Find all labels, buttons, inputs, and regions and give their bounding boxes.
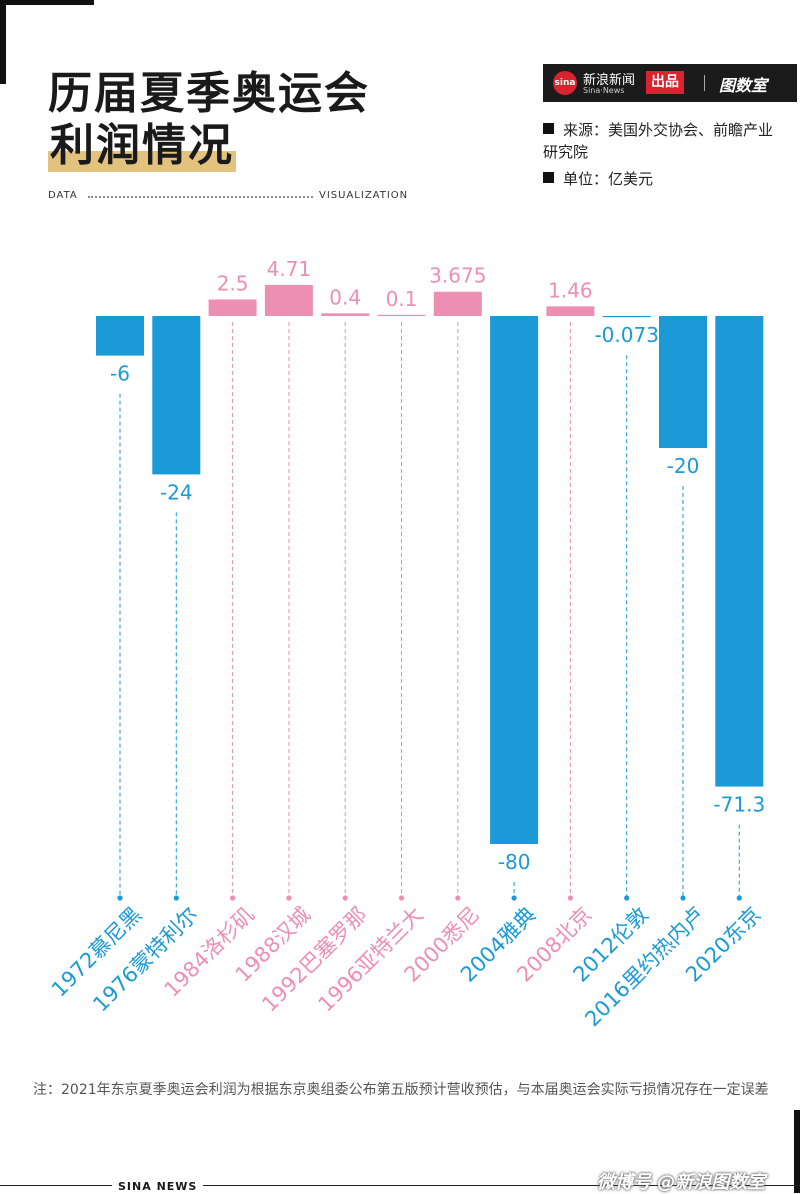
watermark: 微博号 @新浪图数室 [597,1172,766,1193]
leader-dot [455,895,461,901]
page-title-line1: 历届夏季奥运会 [48,68,370,119]
bar [546,306,595,316]
bar [490,316,539,844]
value-label: -80 [498,850,531,874]
corner-mark [0,0,6,84]
square-bullet-icon [543,172,554,183]
leader-dot [230,895,236,901]
leader-dot [624,895,630,901]
leader-dot [342,895,348,901]
source-text: 来源：美国外交协会、前瞻产业研究院 [543,121,774,161]
bar [96,316,144,356]
leader-dot [736,895,742,901]
source-note: 来源：美国外交协会、前瞻产业研究院 [543,119,773,163]
bar [377,314,426,316]
square-bullet-icon [543,123,554,134]
visualization-label: VISUALIZATION [319,190,409,201]
bar [602,316,651,318]
leader-dot [511,895,517,901]
unit-text: 单位：亿美元 [563,170,654,188]
bar [152,316,201,475]
dotted-divider [88,196,313,198]
leader-dot [173,895,179,901]
brand-name: 新浪新闻 [583,73,636,88]
value-label: 2.5 [217,272,249,296]
corner-mark [0,0,94,5]
brand-subtitle: Sina·News [583,86,625,95]
page-title-line2: 利润情况 [48,120,236,172]
leader-dot [398,895,405,901]
sina-logo-icon: sina [553,71,577,95]
unit-note: 单位：亿美元 [543,168,653,190]
value-label: -6 [110,362,130,386]
bar [321,313,370,316]
footer-brand: SINA NEWS [112,1180,204,1193]
profit-bar-chart: -61972慕尼黑-241976蒙特利尔2.51984洛杉矶4.711988汉城… [47,257,766,1031]
bar [264,284,313,316]
leader-dot [117,895,123,901]
bar [208,299,257,316]
value-label: 4.71 [267,257,312,281]
brand-banner: sina 新浪新闻 Sina·News 出品 图数室 [543,64,797,102]
leader-dot [567,895,574,901]
footnote: 注：2021年东京夏季奥运会利润为根据东京奥组委公布第五版预计营收预估，与本届奥… [33,1082,769,1098]
value-label: 0.4 [329,285,361,309]
leader-dot [286,895,292,901]
brand-tag: 出品 [646,71,684,94]
footer-divider [0,1185,800,1186]
bar [715,316,764,787]
leader-dot [680,895,686,901]
data-label: DATA [48,190,78,201]
brand-separator [704,75,705,91]
value-label: -20 [667,454,700,478]
value-label: 0.1 [386,287,418,311]
bar [659,316,707,448]
value-label: 1.46 [548,278,593,302]
value-label: -0.073 [594,323,658,347]
value-label: -24 [160,480,193,504]
value-label: -71.3 [713,793,765,817]
corner-mark [794,1110,800,1193]
value-label: 3.675 [429,264,486,288]
brand-lab-logo: 图数室 [719,76,768,95]
bar [433,291,482,316]
